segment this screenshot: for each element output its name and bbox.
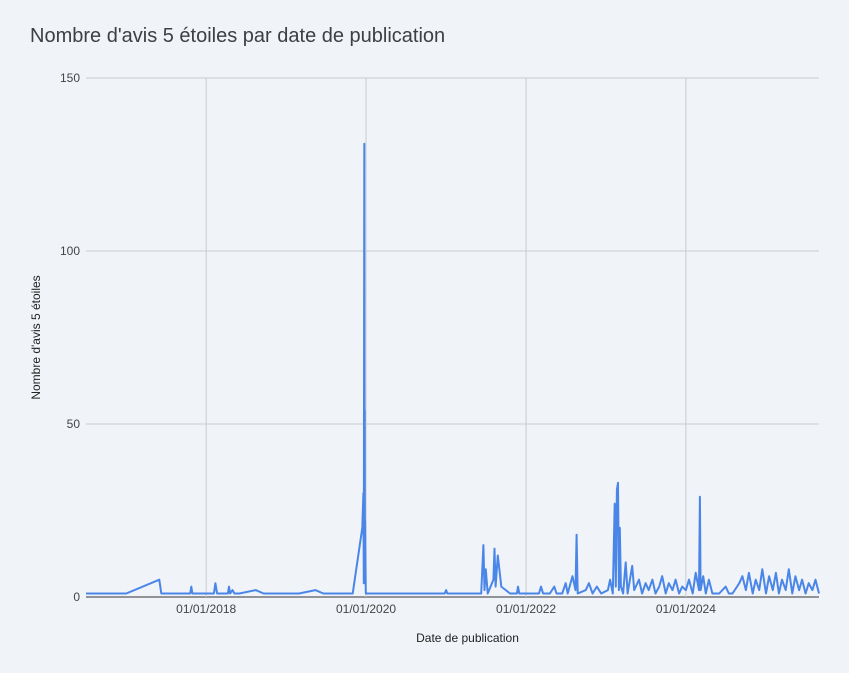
y-tick-label: 50: [67, 417, 81, 431]
x-axis-title: Date de publication: [416, 631, 519, 645]
x-tick-label: 01/01/2020: [336, 602, 396, 616]
x-tick-label: 01/01/2024: [656, 602, 716, 616]
x-tick-label: 01/01/2022: [496, 602, 556, 616]
y-tick-label: 0: [73, 590, 80, 604]
y-axis-title: Nombre d'avis 5 étoiles: [29, 275, 43, 399]
x-tick-label: 01/01/2018: [176, 602, 236, 616]
y-tick-label: 100: [60, 244, 80, 258]
series-line: [86, 142, 820, 595]
y-tick-label: 150: [60, 71, 80, 85]
chart-title: Nombre d'avis 5 étoiles par date de publ…: [30, 25, 446, 47]
